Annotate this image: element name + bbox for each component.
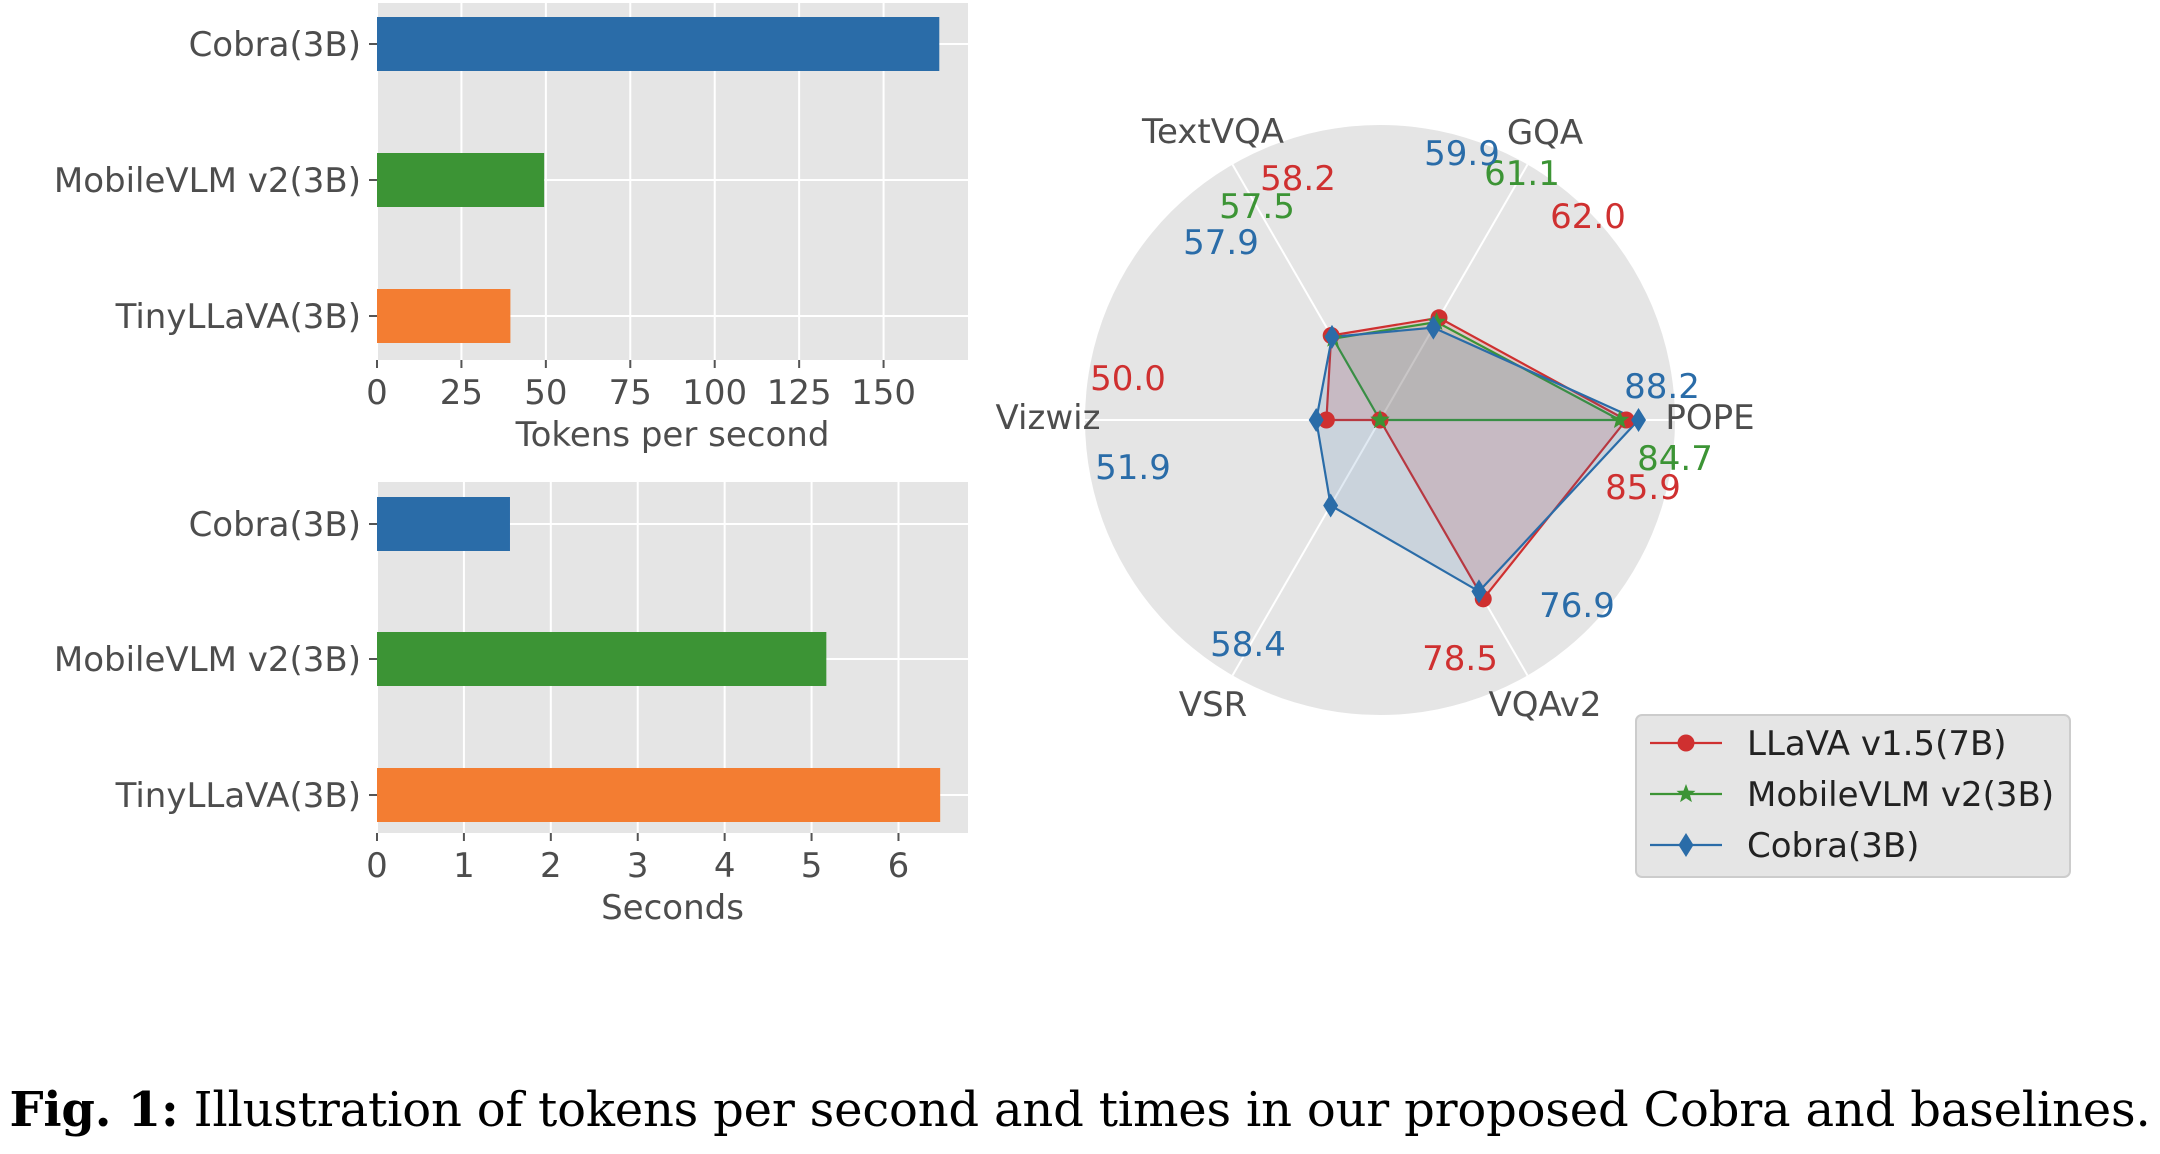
- figure-caption: Fig. 1: Illustration of tokens per secon…: [0, 1082, 2160, 1138]
- bar: [377, 632, 827, 686]
- radar-chart: POPE GQA TextVQA Vizwiz VSR VQAv2 85.9 62.0 58.2…: [996, 112, 2071, 878]
- axis-label: VQAv2: [1488, 685, 1601, 725]
- data-point: [1678, 833, 1694, 857]
- data-point: [1317, 411, 1335, 429]
- x-tick-label: 25: [440, 373, 483, 413]
- x-tick-label: 150: [851, 373, 916, 413]
- radial-grid-line: [1231, 419, 1381, 676]
- value-label: 57.9: [1183, 223, 1259, 263]
- value-label: 50.0: [1090, 359, 1166, 399]
- caption-text: Illustration of tokens per second and ti…: [193, 1082, 2151, 1138]
- data-point: [1676, 784, 1696, 803]
- seconds-bar-chart: 0 1 2 3 4 5 6 Cobra(3B) MobileVLM v2(3B) TinyLLaV…: [54, 482, 968, 928]
- value-label: 51.9: [1095, 448, 1171, 488]
- bar: [377, 17, 940, 71]
- x-tick-label: 100: [682, 373, 747, 413]
- value-label: 61.1: [1484, 154, 1560, 194]
- bar: [377, 768, 941, 822]
- category-label: Cobra(3B): [189, 25, 361, 65]
- category-label: MobileVLM v2(3B): [54, 640, 361, 680]
- x-tick-label: 75: [609, 373, 652, 413]
- legend-label: Cobra(3B): [1747, 826, 1919, 866]
- series-area: [1326, 317, 1627, 599]
- value-label: 76.9: [1539, 586, 1615, 626]
- category-label: Cobra(3B): [189, 505, 361, 545]
- category-label: TinyLLaVA(3B): [115, 776, 361, 816]
- x-tick-label: 50: [524, 373, 567, 413]
- data-point: [1610, 410, 1630, 429]
- x-tick-label: 0: [366, 373, 388, 413]
- x-tick-label: 4: [714, 846, 736, 886]
- legend-label: LLaVA v1.5(7B): [1747, 724, 2007, 764]
- data-point: [1631, 408, 1647, 432]
- bar: [377, 153, 545, 207]
- data-point: [1370, 410, 1390, 429]
- value-label: 84.7: [1637, 439, 1713, 479]
- value-label: 78.5: [1422, 639, 1498, 679]
- category-label: MobileVLM v2(3B): [54, 161, 361, 201]
- axis-label: Vizwiz: [996, 398, 1101, 438]
- value-label: 57.5: [1219, 187, 1295, 227]
- data-point: [1323, 493, 1339, 518]
- x-tick-label: 5: [801, 846, 823, 886]
- data-point: [1425, 315, 1441, 340]
- value-label: 58.2: [1260, 159, 1336, 199]
- bar: [377, 497, 510, 551]
- x-tick-label: 6: [888, 846, 910, 886]
- radial-grid-line: [1379, 164, 1529, 421]
- data-point: [1308, 408, 1324, 432]
- axis-label: VSR: [1179, 685, 1247, 725]
- value-label: 88.2: [1624, 367, 1700, 407]
- value-label: 85.9: [1605, 468, 1681, 508]
- axis-label: TextVQA: [1141, 112, 1284, 152]
- data-point: [1677, 734, 1695, 752]
- series-area: [1316, 327, 1639, 592]
- value-label: 62.0: [1550, 197, 1626, 237]
- axis-label: GQA: [1507, 113, 1583, 153]
- category-label: TinyLLaVA(3B): [115, 297, 361, 337]
- data-point: [1471, 579, 1487, 604]
- axis-label: POPE: [1665, 398, 1754, 438]
- x-tick-label: 125: [767, 373, 832, 413]
- x-tick-label: 0: [366, 846, 388, 886]
- caption-label: Fig. 1:: [9, 1082, 179, 1138]
- legend: LLaVA v1.5(7B) MobileVLM v2(3B) Cobra(3B): [1635, 714, 2071, 878]
- x-axis-label: Seconds: [601, 888, 744, 928]
- x-tick-label: 1: [453, 846, 475, 886]
- legend-label: MobileVLM v2(3B): [1747, 775, 2054, 815]
- x-axis-label: Tokens per second: [515, 415, 830, 455]
- tokens-bar-chart: 0 25 50 75 100 125 150 Cobra(3B) MobileVLM v2(3B…: [54, 3, 968, 455]
- x-tick-label: 3: [627, 846, 649, 886]
- value-label: 58.4: [1210, 625, 1286, 665]
- value-label: 59.9: [1424, 134, 1500, 174]
- x-tick-label: 2: [540, 846, 562, 886]
- series-area: [1333, 322, 1620, 420]
- bar: [377, 289, 511, 343]
- legend-box: [1635, 714, 2071, 878]
- data-point: [1324, 324, 1340, 349]
